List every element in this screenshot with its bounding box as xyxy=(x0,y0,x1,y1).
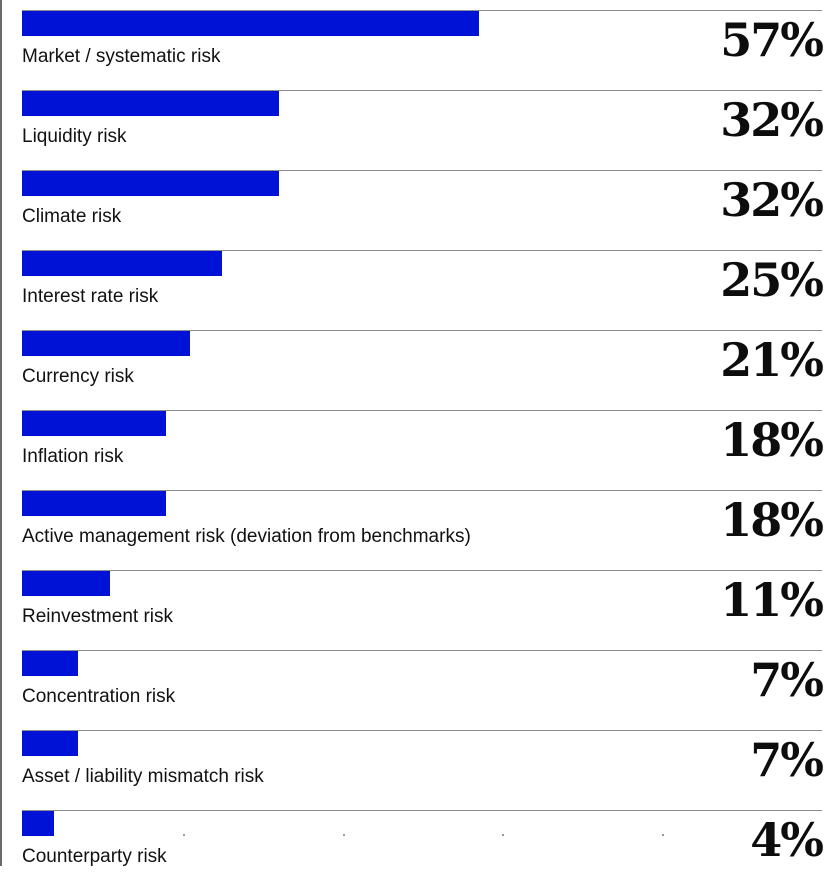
bar xyxy=(22,331,190,356)
frame-edge xyxy=(0,0,2,866)
chart-row: Counterparty risk 4% xyxy=(22,800,824,880)
row-divider xyxy=(22,90,822,91)
category-label: Inflation risk xyxy=(22,446,124,467)
bar xyxy=(22,11,479,36)
row-divider xyxy=(22,170,822,171)
category-label: Reinvestment risk xyxy=(22,606,173,627)
value-label: 18% xyxy=(720,493,824,547)
value-label: 7% xyxy=(750,653,824,707)
axis-tick-dot xyxy=(183,834,185,836)
value-label: 32% xyxy=(720,173,824,227)
value-label: 21% xyxy=(720,333,824,387)
category-label: Liquidity risk xyxy=(22,126,127,147)
chart-row: Concentration risk 7% xyxy=(22,640,824,720)
category-label: Concentration risk xyxy=(22,686,176,707)
category-label: Active management risk (deviation from b… xyxy=(22,526,471,547)
value-label: 57% xyxy=(720,13,824,67)
chart-row: Interest rate risk 25% xyxy=(22,240,824,320)
value-label: 18% xyxy=(720,413,824,467)
chart-row: Market / systematic risk 57% xyxy=(22,0,824,80)
row-divider xyxy=(22,730,822,731)
chart-row: Asset / liability mismatch risk 7% xyxy=(22,720,824,800)
row-divider xyxy=(22,10,822,11)
row-divider xyxy=(22,410,822,411)
axis-tick-dot xyxy=(502,834,504,836)
bar xyxy=(22,91,279,116)
bar xyxy=(22,171,279,196)
bar xyxy=(22,731,78,756)
axis-tick-dot xyxy=(662,834,664,836)
chart-row: Climate risk 32% xyxy=(22,160,824,240)
bar xyxy=(22,251,222,276)
bar xyxy=(22,491,166,516)
value-label: 25% xyxy=(720,253,824,307)
category-label: Climate risk xyxy=(22,206,122,227)
bar xyxy=(22,411,166,436)
row-divider xyxy=(22,570,822,571)
row-divider xyxy=(22,490,822,491)
value-label: 11% xyxy=(720,573,824,627)
row-divider xyxy=(22,250,822,251)
row-divider xyxy=(22,330,822,331)
chart-row: Active management risk (deviation from b… xyxy=(22,480,824,560)
value-label: 4% xyxy=(750,813,824,867)
category-label: Interest rate risk xyxy=(22,286,159,307)
value-label: 7% xyxy=(750,733,824,787)
row-divider xyxy=(22,650,822,651)
row-divider xyxy=(22,810,822,811)
chart-row: Currency risk 21% xyxy=(22,320,824,400)
chart-row: Reinvestment risk 11% xyxy=(22,560,824,640)
category-label: Currency risk xyxy=(22,366,134,387)
axis-tick-dot xyxy=(343,834,345,836)
bar xyxy=(22,651,78,676)
category-label: Counterparty risk xyxy=(22,846,167,867)
value-label: 32% xyxy=(720,93,824,147)
bar xyxy=(22,571,110,596)
category-label: Asset / liability mismatch risk xyxy=(22,766,264,787)
chart-row: Inflation risk 18% xyxy=(22,400,824,480)
bar xyxy=(22,811,54,836)
chart-row: Liquidity risk 32% xyxy=(22,80,824,160)
category-label: Market / systematic risk xyxy=(22,46,221,67)
